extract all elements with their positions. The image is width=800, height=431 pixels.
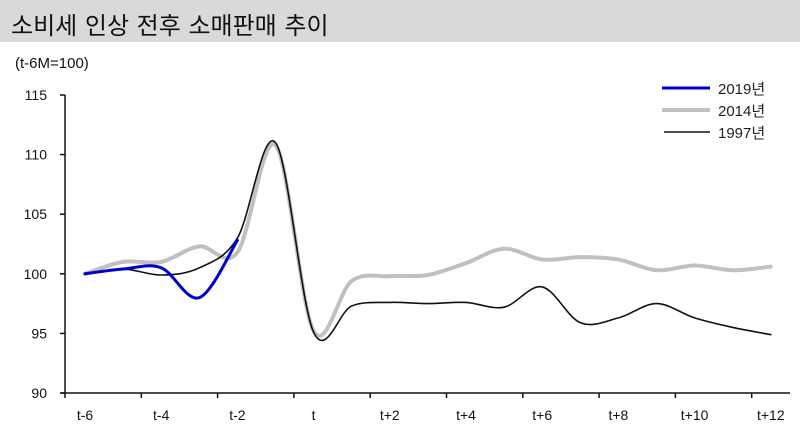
legend-item-2019: 2019년 xyxy=(660,77,765,99)
y-tick-label: 100 xyxy=(24,266,48,282)
x-tick-label: t+12 xyxy=(757,407,785,423)
title-bar: 소비세 인상 전후 소매판매 추이 xyxy=(0,0,800,42)
x-tick-label: t+6 xyxy=(532,407,552,423)
x-tick-label: t-6 xyxy=(77,407,94,423)
x-tick-label: t xyxy=(312,407,316,423)
x-tick-label: t+2 xyxy=(380,407,400,423)
x-tick-label: t-2 xyxy=(229,407,246,423)
y-tick-label: 110 xyxy=(25,147,48,163)
legend-item-1997: 1997년 xyxy=(660,121,765,143)
series-lines xyxy=(83,140,773,342)
legend-label-2014: 2014년 xyxy=(718,102,766,120)
series-line-2014년 xyxy=(83,142,773,338)
legend: 2019년 2014년 1997년 xyxy=(660,77,765,143)
legend-item-2014: 2014년 xyxy=(660,99,765,121)
legend-label-2019: 2019년 xyxy=(718,80,766,98)
y-tick-label: 115 xyxy=(25,87,48,103)
y-tick-label: 105 xyxy=(24,206,48,222)
y-axis-unit-label: (t-6M=100) xyxy=(15,55,89,72)
legend-swatch-1997 xyxy=(664,131,710,133)
legend-swatch-2014 xyxy=(662,108,710,112)
axes: 90 95 100 105 110 115 t-6 t-4 t-2 t t+2 t+4 t+6 t+8 t+… xyxy=(24,87,790,423)
series-line-1997년 xyxy=(84,140,772,342)
legend-swatch-2019 xyxy=(662,86,710,90)
series-line-2019년 xyxy=(83,238,239,300)
chart-title: 소비세 인상 전후 소매판매 추이 xyxy=(11,12,329,40)
y-tick-label: 90 xyxy=(31,385,47,401)
x-tick-label: t+4 xyxy=(456,407,476,423)
x-tick-label: t-4 xyxy=(153,407,170,423)
x-tick-label: t+8 xyxy=(608,407,628,423)
x-tick-label: t+10 xyxy=(681,407,709,423)
legend-label-1997: 1997년 xyxy=(718,124,766,142)
y-tick-label: 95 xyxy=(31,325,47,341)
